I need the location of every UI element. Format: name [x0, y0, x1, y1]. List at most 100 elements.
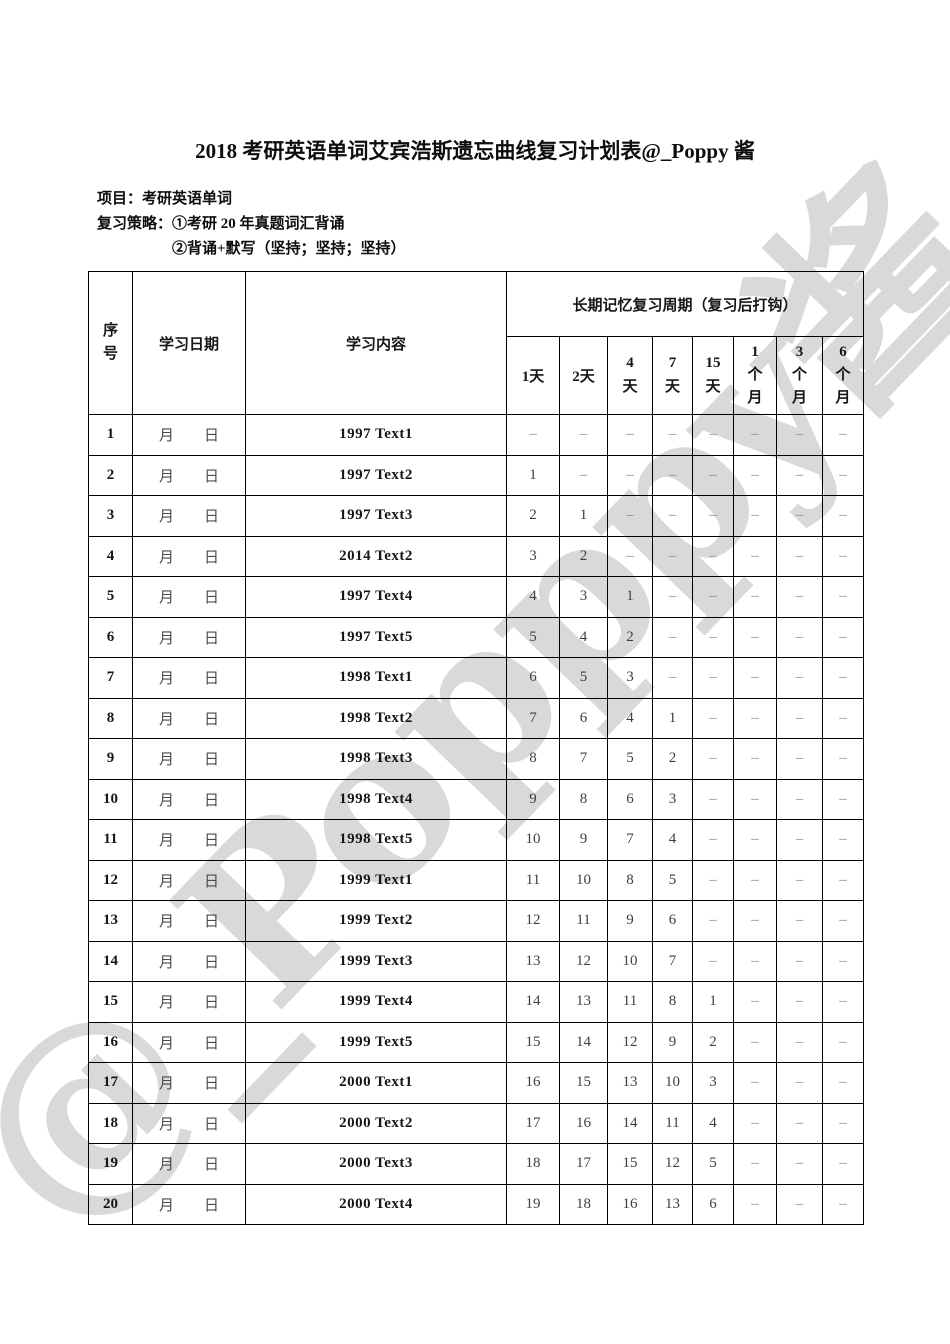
review-period-cell: –	[821, 738, 865, 780]
month-placeholder: 月	[158, 549, 174, 566]
review-period-cell: –	[692, 616, 734, 658]
review-period-cell: 10	[607, 940, 653, 982]
review-period-cell: –	[776, 819, 823, 861]
table-row: 12 月日 1999 Text1 11 10 8 5– – – –	[88, 859, 865, 901]
row-index-cell: 2	[88, 454, 133, 496]
review-period-cell: –	[821, 1102, 865, 1144]
review-period-cell: –	[776, 1062, 823, 1104]
row-date-cell: 月日	[132, 414, 246, 456]
review-period-cell: 9	[652, 1021, 693, 1063]
review-period-cell: 13	[506, 940, 560, 982]
day-placeholder: 日	[204, 1157, 220, 1174]
month-placeholder: 月	[158, 995, 174, 1012]
table-row: 11 月日 1998 Text5 10 9 7 4– – – –	[88, 819, 865, 861]
row-date-cell: 月日	[132, 616, 246, 658]
row-index-cell: 13	[88, 900, 133, 942]
month-placeholder: 月	[158, 428, 174, 445]
row-content-cell: 1997 Text4	[245, 576, 507, 618]
review-period-cell: 4	[559, 616, 608, 658]
row-date-cell: 月日	[132, 576, 246, 618]
review-period-cell: 5	[652, 859, 693, 901]
review-period-cell: –	[733, 535, 777, 577]
month-placeholder: 月	[158, 1076, 174, 1093]
review-period-cell: 1	[652, 697, 693, 739]
day-placeholder: 日	[204, 833, 220, 850]
review-period-cell: –	[776, 1183, 823, 1225]
header-period-group: 长期记忆复习周期（复习后打钩）	[505, 271, 865, 337]
row-index-cell: 6	[88, 616, 133, 658]
review-period-cell: –	[776, 657, 823, 699]
row-date-cell: 月日	[132, 778, 246, 820]
row-date-cell: 月日	[132, 1143, 246, 1185]
review-period-cell: –	[692, 495, 734, 537]
review-period-cell: –	[652, 535, 693, 577]
review-period-cell: –	[776, 778, 823, 820]
review-period-cell: 1	[559, 495, 608, 537]
review-period-cell: –	[821, 616, 865, 658]
review-period-cell: –	[692, 940, 734, 982]
review-period-cell: 16	[506, 1062, 560, 1104]
row-index-cell: 7	[88, 657, 133, 699]
review-period-cell: –	[776, 1102, 823, 1144]
review-period-cell: 3	[506, 535, 560, 577]
month-placeholder: 月	[158, 833, 174, 850]
review-period-cell: 4	[692, 1102, 734, 1144]
review-period-cell: –	[821, 454, 865, 496]
row-content-cell: 1999 Text2	[245, 900, 507, 942]
review-period-cell: –	[692, 738, 734, 780]
month-placeholder: 月	[158, 630, 174, 647]
day-placeholder: 日	[204, 1035, 220, 1052]
review-period-cell: –	[733, 940, 777, 982]
row-date-cell: 月日	[132, 1021, 246, 1063]
review-period-cell: 5	[607, 738, 653, 780]
review-period-cell: 12	[652, 1143, 693, 1185]
row-index-cell: 15	[88, 981, 133, 1023]
row-content-cell: 1997 Text3	[245, 495, 507, 537]
review-period-cell: 13	[607, 1062, 653, 1104]
table-row: 2 月日 1997 Text2 1– – – – – – –	[88, 454, 865, 496]
row-content-cell: 2000 Text3	[245, 1143, 507, 1185]
day-placeholder: 日	[204, 1076, 220, 1093]
review-period-cell: –	[733, 1021, 777, 1063]
header-content: 学习内容	[245, 271, 507, 415]
review-period-cell: –	[733, 738, 777, 780]
day-placeholder: 日	[204, 711, 220, 728]
review-period-cell: –	[733, 454, 777, 496]
row-date-cell: 月日	[132, 535, 246, 577]
review-period-cell: 17	[506, 1102, 560, 1144]
day-placeholder: 日	[204, 995, 220, 1012]
row-content-cell: 2000 Text1	[245, 1062, 507, 1104]
review-period-cell: –	[733, 859, 777, 901]
month-placeholder: 月	[158, 954, 174, 971]
row-content-cell: 1998 Text4	[245, 778, 507, 820]
review-period-cell: –	[776, 697, 823, 739]
review-period-cell: 8	[607, 859, 653, 901]
review-period-cell: –	[821, 940, 865, 982]
review-period-cell: 15	[607, 1143, 653, 1185]
month-placeholder: 月	[158, 752, 174, 769]
review-period-cell: –	[733, 1143, 777, 1185]
period-header-cell: 7天	[652, 336, 693, 415]
row-content-cell: 1998 Text5	[245, 819, 507, 861]
review-period-cell: 15	[559, 1062, 608, 1104]
row-date-cell: 月日	[132, 859, 246, 901]
study-plan-table: 序号 学习日期 学习内容 长期记忆复习周期（复习后打钩） 1天 2天 4天 7天 15天…	[88, 271, 865, 1225]
review-period-cell: 6	[607, 778, 653, 820]
review-period-cell: –	[733, 819, 777, 861]
header-row-periods: 1天 2天 4天 7天 15天 1个月 3个月 6个月	[89, 336, 865, 415]
review-period-cell: 16	[607, 1183, 653, 1225]
review-period-cell: –	[733, 778, 777, 820]
review-period-cell: 1	[607, 576, 653, 618]
review-period-cell: –	[607, 495, 653, 537]
review-period-cell: –	[733, 576, 777, 618]
review-period-cell: 11	[506, 859, 560, 901]
row-date-cell: 月日	[132, 819, 246, 861]
row-date-cell: 月日	[132, 657, 246, 699]
review-period-cell: 9	[559, 819, 608, 861]
table-row: 4 月日 2014 Text2 3 2– – – – – –	[88, 535, 865, 577]
review-period-cell: 2	[506, 495, 560, 537]
row-index-cell: 16	[88, 1021, 133, 1063]
review-period-cell: –	[607, 454, 653, 496]
row-index-cell: 9	[88, 738, 133, 780]
period-header-cell: 4天	[607, 336, 653, 415]
